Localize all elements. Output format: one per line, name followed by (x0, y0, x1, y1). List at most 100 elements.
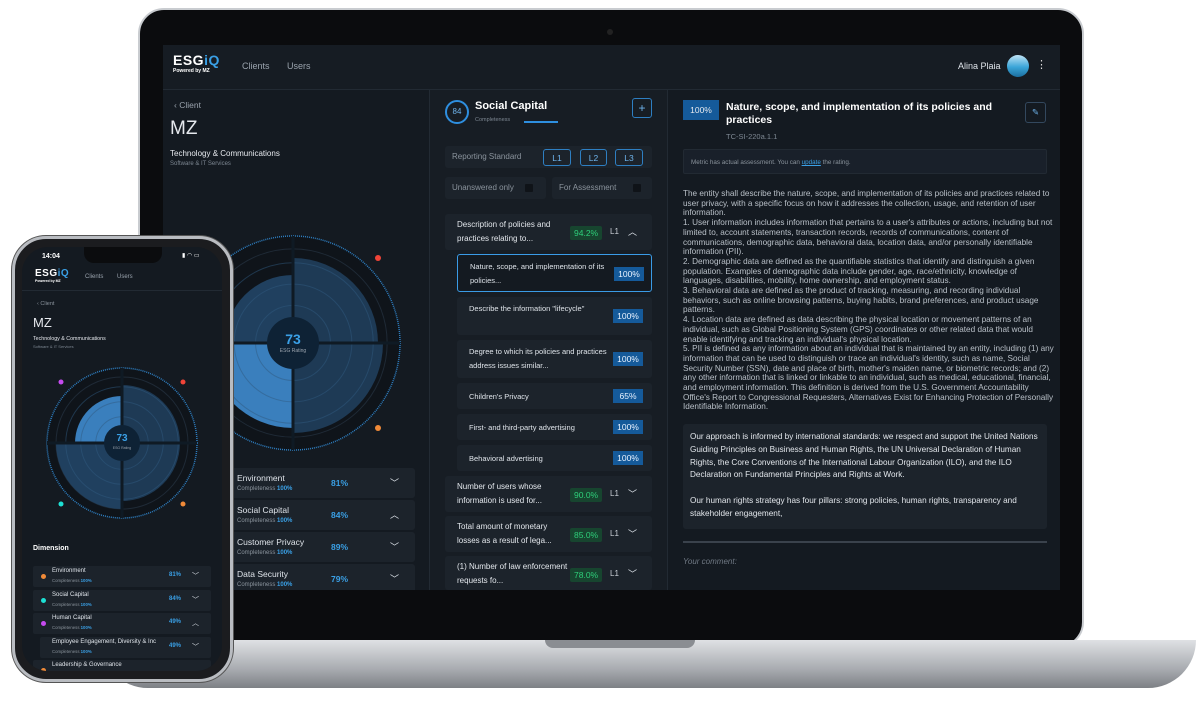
nav-users[interactable]: Users (287, 61, 311, 71)
metric-group[interactable]: (1) Number of law enforcement requests f… (445, 556, 652, 590)
edit-pencil-icon[interactable]: ✎ (1025, 102, 1046, 123)
chevron-down-icon[interactable]: ﹀ (628, 489, 638, 499)
update-link[interactable]: update (801, 159, 821, 166)
chevron-down-icon[interactable]: ﹀ (390, 542, 400, 552)
for-assessment-filter[interactable]: For Assessment (552, 177, 652, 199)
avatar[interactable] (1007, 55, 1029, 77)
level-l1-button[interactable]: L1 (543, 149, 571, 166)
metric-item[interactable]: Describe the information "lifecycle" 100… (457, 297, 652, 335)
group-label: Description of policies and practices re… (457, 220, 551, 243)
industry: Software & IT Services (33, 344, 74, 349)
dimension-label: Human Capital (52, 615, 92, 621)
radar-quadrant-bottom-left[interactable] (56, 443, 122, 509)
dimension-row[interactable]: Employee Engagement, Diversity & Inc Comp… (40, 636, 211, 658)
item-score: 100% (613, 309, 643, 323)
topic-score-ring: 84 (445, 100, 469, 124)
logo[interactable]: ESGiQ Powered by MZ (35, 268, 69, 283)
item-score: 100% (613, 420, 643, 434)
nav-users[interactable]: Users (117, 274, 133, 280)
unanswered-only-filter[interactable]: Unanswered only (445, 177, 546, 199)
metric-code: TC-SI-220a.1.1 (726, 132, 778, 141)
note-text: Metric has actual assessment. You can (691, 159, 802, 166)
client-name: MZ (33, 315, 52, 330)
metric-item[interactable]: Behavioral advertising 100% (457, 445, 652, 471)
group-score: 94.2% (570, 226, 603, 240)
metric-item[interactable]: Children's Privacy 65% (457, 383, 652, 409)
laptop-screen: ESGiQ Powered by MZ Clients Users Alina P… (163, 45, 1060, 590)
dimension-title: Dimension (33, 545, 69, 552)
laptop-notch (545, 640, 695, 648)
checkbox[interactable] (633, 184, 641, 192)
chevron-down-icon[interactable]: ﹀ (390, 478, 400, 488)
esg-rating-label: ESG Rating (279, 348, 307, 354)
app-header: ESGiQ Powered by MZ Clients Users Alina P… (163, 45, 1060, 90)
dimension-label: Environment (237, 473, 285, 483)
status-time: 14:04 (42, 253, 60, 260)
completeness-label: Completeness 100% (52, 578, 92, 583)
back-to-client[interactable]: ‹ Client (37, 301, 54, 307)
metric-panel: 100% Nature, scope, and implementation o… (668, 90, 1060, 590)
filter-label: For Assessment (559, 183, 617, 192)
nav-clients[interactable]: Clients (85, 274, 104, 280)
item-label: Describe the information "lifecycle" (469, 304, 585, 313)
chevron-up-icon[interactable]: ︿ (390, 510, 400, 520)
group-level: L1 (610, 489, 619, 498)
radar-quadrant-top-right[interactable] (293, 258, 378, 343)
logo[interactable]: ESGiQ Powered by MZ (173, 52, 220, 74)
dimension-dot-top-left (58, 379, 64, 385)
chevron-down-icon[interactable]: ﹀ (192, 573, 199, 580)
checkbox[interactable] (525, 184, 533, 192)
answer-box[interactable]: Our approach is informed by internationa… (683, 424, 1047, 530)
completeness-label: Completeness 100% (237, 550, 293, 556)
dimension-score: 49% (169, 642, 182, 649)
phone-screen: 14:04 ▮ ◠ ▭ ESGiQ Powered by MZ Clients U… (22, 247, 222, 671)
comment-input[interactable]: Your comment: (683, 557, 737, 567)
level-l2-button[interactable]: L2 (580, 149, 607, 166)
chevron-down-icon[interactable]: ﹀ (628, 529, 638, 539)
filter-label: Unanswered only (452, 183, 514, 192)
nav-clients[interactable]: Clients (242, 61, 270, 71)
logo-wordmark: ESGiQ (35, 268, 70, 279)
chevron-down-icon[interactable]: ﹀ (192, 643, 199, 651)
metric-group[interactable]: Number of users whose information is use… (445, 476, 652, 512)
dimension-row[interactable]: Social Capital Completeness 100% 84% ﹀ (33, 589, 211, 611)
back-label: Client (40, 301, 55, 307)
metric-item[interactable]: Nature, scope, and implementation of its… (457, 254, 652, 292)
esg-rating-label: ESG Rating (112, 446, 132, 450)
dimension-row[interactable]: Environment Completeness 100% 81% ﹀ (33, 566, 211, 587)
chevron-down-icon[interactable]: ﹀ (628, 569, 638, 579)
user-name[interactable]: Alina Plaia (958, 61, 1001, 71)
chevron-left-icon: ‹ (37, 301, 41, 307)
back-to-client[interactable]: ‹ Client (174, 100, 201, 110)
completeness-label: Completeness 100% (52, 648, 92, 654)
chevron-up-icon[interactable]: ︿ (628, 227, 638, 237)
dimension-row[interactable]: Leadership & Governance (33, 660, 211, 671)
metric-item[interactable]: First- and third-party advertising 100% (457, 414, 652, 440)
level-l3-button[interactable]: L3 (615, 149, 643, 166)
sector: Technology & Communications (170, 149, 280, 158)
item-label: First- and third-party advertising (469, 423, 575, 432)
dimension-dot-bottom-right (180, 501, 186, 507)
dimension-label: Employee Engagement, Diversity & Inc (52, 638, 157, 645)
back-label: Client (179, 100, 201, 110)
answer-paragraph: Our human rights strategy has four pilla… (690, 495, 1017, 518)
radar-center (267, 317, 319, 369)
metric-group[interactable]: Description of policies and practices re… (445, 214, 652, 250)
metric-item[interactable]: Degree to which its policies and practic… (457, 340, 652, 378)
dimension-score: 84% (331, 510, 349, 520)
chevron-down-icon[interactable]: ﹀ (390, 574, 400, 584)
esg-radar-chart (185, 235, 401, 451)
chevron-down-icon[interactable]: ﹀ (192, 596, 199, 604)
radar-quadrant-bottom-right[interactable] (293, 343, 383, 433)
dimension-label: Leadership & Governance (52, 662, 122, 668)
add-button[interactable]: + (632, 98, 652, 118)
powered-by: Powered by MZ (35, 279, 61, 283)
esg-rating-value: 73 (285, 331, 301, 347)
dimension-row[interactable]: Human Capital Completeness 100% 49% ︿ (33, 613, 211, 634)
radar-center (104, 425, 140, 461)
completeness-bar (524, 121, 558, 123)
more-vertical-icon[interactable]: ⋮ (1036, 59, 1047, 71)
metric-group[interactable]: Total amount of monetary losses as a res… (445, 516, 652, 552)
chevron-up-icon[interactable]: ︿ (192, 620, 199, 627)
laptop-base (100, 640, 1196, 688)
